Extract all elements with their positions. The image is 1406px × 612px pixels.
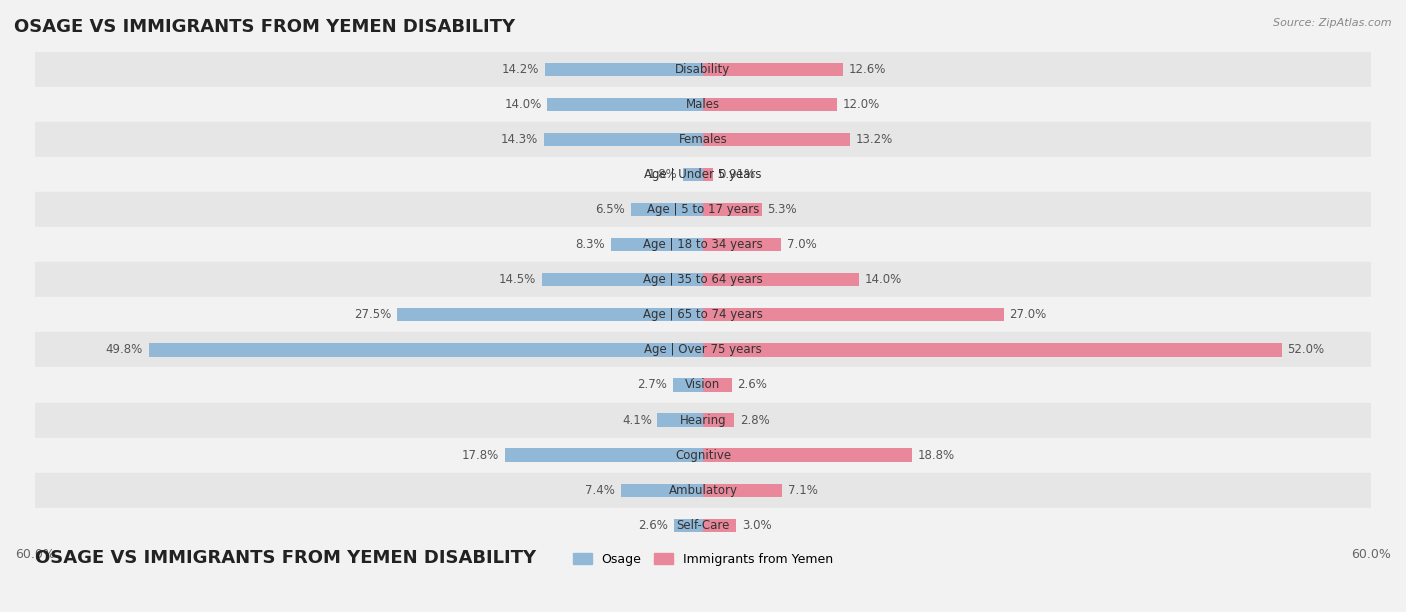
Text: 7.0%: 7.0% <box>786 238 817 251</box>
Text: 2.8%: 2.8% <box>740 414 769 427</box>
Text: Vision: Vision <box>685 378 721 392</box>
Bar <box>35 157 1371 192</box>
Bar <box>35 508 1371 543</box>
Bar <box>703 203 762 216</box>
Text: Self-Care: Self-Care <box>676 519 730 532</box>
Text: Ambulatory: Ambulatory <box>668 483 738 497</box>
Bar <box>703 133 851 146</box>
Text: 12.0%: 12.0% <box>842 98 879 111</box>
Text: 14.2%: 14.2% <box>502 63 540 76</box>
Bar <box>703 518 737 532</box>
Bar <box>703 98 837 111</box>
Text: Disability: Disability <box>675 63 731 76</box>
Bar <box>35 438 1371 472</box>
Text: 7.1%: 7.1% <box>787 483 817 497</box>
Bar <box>544 133 703 146</box>
Bar <box>703 449 912 462</box>
Bar <box>703 62 844 76</box>
Text: Males: Males <box>686 98 720 111</box>
Bar <box>620 483 703 497</box>
Text: 52.0%: 52.0% <box>1288 343 1324 356</box>
Bar <box>396 308 703 321</box>
Bar <box>35 87 1371 122</box>
Text: 8.3%: 8.3% <box>575 238 605 251</box>
Bar <box>149 343 703 357</box>
Text: OSAGE VS IMMIGRANTS FROM YEMEN DISABILITY: OSAGE VS IMMIGRANTS FROM YEMEN DISABILIT… <box>14 18 515 36</box>
Text: 2.6%: 2.6% <box>738 378 768 392</box>
Text: 17.8%: 17.8% <box>463 449 499 461</box>
Bar <box>35 262 1371 297</box>
Bar <box>673 378 703 392</box>
Bar <box>546 62 703 76</box>
Bar <box>541 273 703 286</box>
Bar <box>35 227 1371 262</box>
Text: 27.5%: 27.5% <box>354 308 391 321</box>
Bar <box>35 122 1371 157</box>
Text: 18.8%: 18.8% <box>918 449 955 461</box>
Bar <box>610 238 703 252</box>
Text: 27.0%: 27.0% <box>1010 308 1046 321</box>
Bar <box>703 308 1004 321</box>
Legend: Osage, Immigrants from Yemen: Osage, Immigrants from Yemen <box>574 553 832 566</box>
Bar <box>703 343 1282 357</box>
Text: 49.8%: 49.8% <box>105 343 143 356</box>
Text: Age | 18 to 34 years: Age | 18 to 34 years <box>643 238 763 251</box>
Bar <box>547 98 703 111</box>
Text: Cognitive: Cognitive <box>675 449 731 461</box>
Bar <box>683 168 703 181</box>
Bar <box>631 203 703 216</box>
Text: 14.0%: 14.0% <box>505 98 541 111</box>
Bar <box>673 518 703 532</box>
Text: Hearing: Hearing <box>679 414 727 427</box>
Text: 3.0%: 3.0% <box>742 519 772 532</box>
Bar <box>703 378 733 392</box>
Bar <box>703 413 734 427</box>
Text: 13.2%: 13.2% <box>855 133 893 146</box>
Text: Age | Under 5 years: Age | Under 5 years <box>644 168 762 181</box>
Bar <box>703 483 782 497</box>
Text: Age | 5 to 17 years: Age | 5 to 17 years <box>647 203 759 216</box>
Text: 5.3%: 5.3% <box>768 203 797 216</box>
Text: Age | Over 75 years: Age | Over 75 years <box>644 343 762 356</box>
Bar <box>35 367 1371 403</box>
Bar <box>35 332 1371 367</box>
Bar <box>703 168 713 181</box>
Bar <box>35 297 1371 332</box>
Text: OSAGE VS IMMIGRANTS FROM YEMEN DISABILITY: OSAGE VS IMMIGRANTS FROM YEMEN DISABILIT… <box>35 550 536 567</box>
Bar <box>35 403 1371 438</box>
Text: Age | 35 to 64 years: Age | 35 to 64 years <box>643 273 763 286</box>
Text: 2.7%: 2.7% <box>637 378 668 392</box>
Text: 2.6%: 2.6% <box>638 519 668 532</box>
Text: 6.5%: 6.5% <box>595 203 626 216</box>
Text: 12.6%: 12.6% <box>849 63 886 76</box>
Text: 14.5%: 14.5% <box>499 273 536 286</box>
Text: Females: Females <box>679 133 727 146</box>
Bar <box>703 238 780 252</box>
Bar <box>658 413 703 427</box>
Text: Age | 65 to 74 years: Age | 65 to 74 years <box>643 308 763 321</box>
Bar <box>35 472 1371 508</box>
Text: 4.1%: 4.1% <box>621 414 652 427</box>
Bar <box>703 273 859 286</box>
Bar <box>35 192 1371 227</box>
Text: 7.4%: 7.4% <box>585 483 614 497</box>
Text: 1.8%: 1.8% <box>648 168 678 181</box>
Text: 0.91%: 0.91% <box>718 168 756 181</box>
Text: 14.3%: 14.3% <box>501 133 538 146</box>
Bar <box>505 449 703 462</box>
Text: Source: ZipAtlas.com: Source: ZipAtlas.com <box>1274 18 1392 28</box>
Bar <box>35 52 1371 87</box>
Text: 14.0%: 14.0% <box>865 273 901 286</box>
